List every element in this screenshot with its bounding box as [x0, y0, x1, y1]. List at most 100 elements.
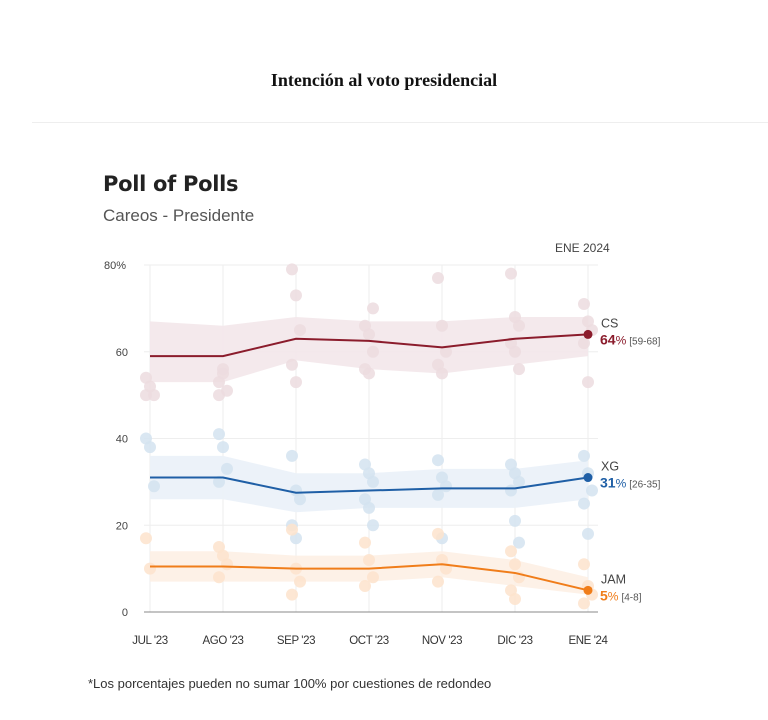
- poll-dot-cs: [513, 363, 525, 376]
- series-value-xg: 31% [26-35]: [600, 475, 661, 491]
- poll-dot-cs: [509, 345, 521, 358]
- poll-dot-jam: [213, 571, 225, 584]
- x-tick-label: NOV '23: [422, 635, 462, 647]
- poll-dot-xg: [363, 501, 375, 514]
- poll-dot-xg: [513, 536, 525, 549]
- x-tick-label: AGO '23: [203, 635, 244, 647]
- poll-dot-cs: [367, 345, 379, 358]
- value-number: 64: [600, 331, 616, 347]
- poll-dot-jam: [578, 558, 590, 571]
- poll-dot-xg: [586, 484, 598, 497]
- end-marker-jam: [583, 585, 593, 595]
- series-value-jam: 5% [4-8]: [600, 587, 642, 603]
- trend-line-xg: [150, 476, 589, 494]
- poll-dot-cs: [513, 319, 525, 332]
- series-value-cs: 64% [59-68]: [600, 331, 661, 347]
- poll-dot-cs: [440, 345, 452, 358]
- poll-dot-xg: [367, 519, 379, 532]
- x-tick-label: JUL '23: [132, 635, 167, 647]
- poll-dot-jam: [432, 575, 444, 588]
- x-tick-label: DIC '23: [497, 635, 532, 647]
- poll-dot-cs: [290, 289, 302, 302]
- poll-dot-jam: [294, 575, 306, 588]
- y-tick-label: 60: [116, 347, 128, 359]
- x-tick-label: ENE '24: [568, 635, 608, 647]
- poll-dot-xg: [294, 493, 306, 506]
- poll-dot-jam: [509, 592, 521, 605]
- poll-dot-xg: [213, 475, 225, 488]
- poll-dot-cs: [582, 376, 594, 389]
- value-unit: %: [616, 477, 627, 491]
- value-number: 5: [600, 587, 608, 603]
- poll-dot-xg: [509, 514, 521, 527]
- poll-dot-cs: [294, 324, 306, 337]
- value-range: [4-8]: [621, 592, 641, 603]
- poll-dot-jam: [221, 558, 233, 571]
- end-marker-xg: [583, 473, 593, 483]
- poll-dot-cs: [290, 376, 302, 389]
- poll-dot-jam: [286, 523, 298, 536]
- poll-dot-xg: [582, 527, 594, 540]
- poll-dot-cs: [432, 272, 444, 285]
- poll-dot-xg: [432, 488, 444, 501]
- poll-dot-cs: [217, 363, 229, 376]
- value-unit: %: [608, 589, 619, 603]
- value-unit: %: [616, 333, 627, 347]
- poll-dot-cs: [578, 298, 590, 311]
- trend-line-cs: [150, 333, 589, 358]
- value-number: 31: [600, 475, 616, 491]
- series-name-jam: JAM: [601, 572, 626, 586]
- poll-dot-cs: [505, 267, 517, 280]
- poll-dots: [140, 263, 598, 610]
- poll-dot-jam: [432, 527, 444, 540]
- trend-line-jam: [150, 563, 589, 592]
- poll-dot-jam: [144, 562, 156, 575]
- period-label: ENE 2024: [555, 241, 610, 255]
- axes: 0 20 40 60 80% JUL '23 AGO '23 SEP '23 OCT '23 NO…: [104, 260, 609, 647]
- poll-dot-xg: [505, 484, 517, 497]
- x-tick-label: OCT '23: [349, 635, 388, 647]
- poll-dot-cs: [578, 337, 590, 350]
- y-tick-label: 40: [116, 434, 128, 446]
- poll-dot-cs: [286, 263, 298, 276]
- chart-title: Poll of Polls: [103, 172, 239, 196]
- poll-dot-cs: [213, 389, 225, 402]
- series-name-cs: CS: [601, 316, 618, 330]
- y-tick-label: 0: [122, 607, 128, 619]
- poll-dot-xg: [367, 475, 379, 488]
- poll-dot-jam: [505, 545, 517, 558]
- page-title: Intención al voto presidencial: [270, 70, 498, 90]
- poll-dot-cs: [363, 328, 375, 341]
- poll-dot-cs: [140, 389, 152, 402]
- poll-dot-cs: [286, 358, 298, 371]
- poll-dot-jam: [578, 597, 590, 610]
- y-tick-label: 20: [116, 520, 128, 532]
- poll-dot-xg: [432, 454, 444, 467]
- poll-dot-xg: [148, 480, 160, 493]
- trend-lines: [150, 329, 593, 595]
- x-tick-label: SEP '23: [277, 635, 315, 647]
- poll-dot-xg: [217, 441, 229, 454]
- poll-dot-xg: [513, 475, 525, 488]
- poll-dot-cs: [363, 367, 375, 380]
- poll-dot-jam: [359, 536, 371, 549]
- poll-dot-jam: [509, 558, 521, 571]
- chart-subtitle: Careos - Presidente: [103, 206, 255, 225]
- poll-dot-jam: [359, 579, 371, 592]
- poll-dot-cs: [436, 367, 448, 380]
- poll-dot-jam: [367, 571, 379, 584]
- poll-dot-xg: [578, 497, 590, 510]
- poll-dot-xg: [213, 428, 225, 441]
- value-range: [26-35]: [629, 480, 660, 491]
- poll-dot-jam: [363, 553, 375, 566]
- poll-dot-jam: [140, 532, 152, 545]
- divider: [32, 122, 768, 123]
- end-marker-cs: [583, 329, 593, 339]
- y-tick-label: 80%: [104, 260, 126, 272]
- footnote: *Los porcentajes pueden no sumar 100% po…: [88, 676, 492, 691]
- poll-dot-xg: [286, 449, 298, 462]
- poll-dot-xg: [221, 462, 233, 475]
- poll-dot-xg: [578, 449, 590, 462]
